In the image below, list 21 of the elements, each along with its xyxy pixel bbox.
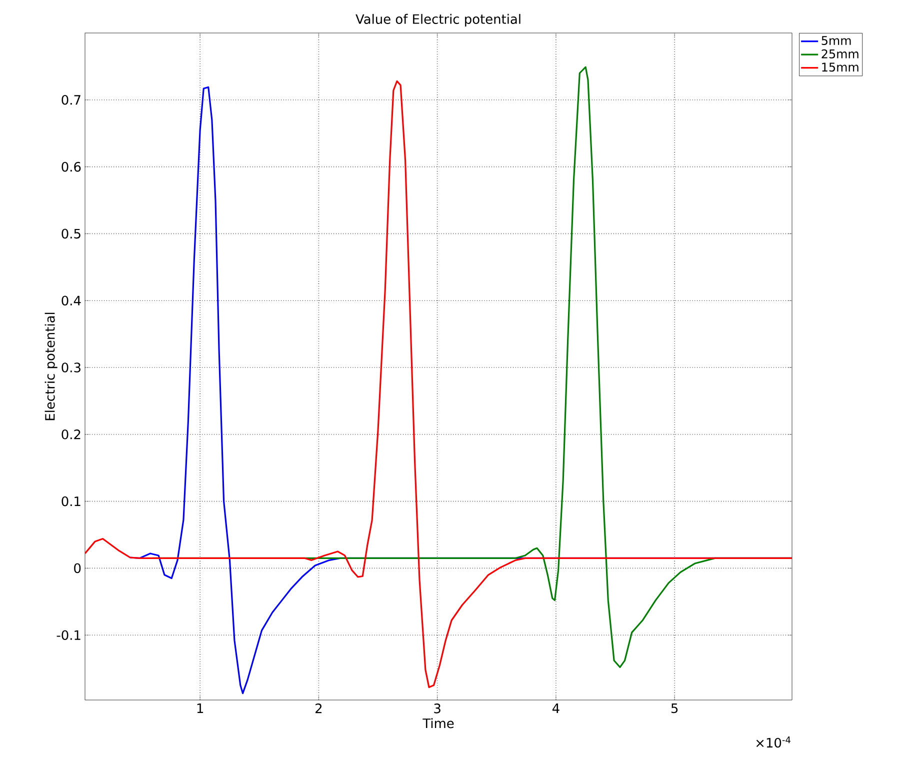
x-tick-label: 1 bbox=[197, 704, 203, 713]
y-tick-label: 0.1 bbox=[62, 496, 80, 506]
x-tick-label: 5 bbox=[671, 704, 678, 714]
legend-label: 15mm bbox=[822, 62, 858, 72]
chart-title: Value of Electric potential bbox=[356, 14, 520, 26]
x-tick-label: 4 bbox=[552, 704, 560, 713]
y-tick-label: 0.3 bbox=[62, 362, 80, 372]
legend-label: 5mm bbox=[822, 36, 851, 46]
x-axis-title: Time bbox=[422, 718, 454, 728]
y-tick-label: 0.4 bbox=[62, 296, 81, 306]
text: ×10$^{-4}$ bbox=[756, 736, 790, 748]
y-tick-label: 0 bbox=[74, 563, 81, 574]
y-tick-label: 0.2 bbox=[62, 430, 80, 440]
legend-label: 25mm bbox=[822, 49, 858, 58]
y-tick-label: 0.6 bbox=[62, 162, 81, 172]
x-tick-label: 2 bbox=[316, 704, 322, 714]
y-tick-label: 0.5 bbox=[62, 228, 80, 239]
y-axis-title: Electric potential bbox=[44, 312, 58, 420]
y-tick-label: 0.7 bbox=[62, 94, 80, 105]
y-tick-label: -0.1 bbox=[56, 630, 80, 640]
x-tick-label: 3 bbox=[434, 704, 440, 714]
